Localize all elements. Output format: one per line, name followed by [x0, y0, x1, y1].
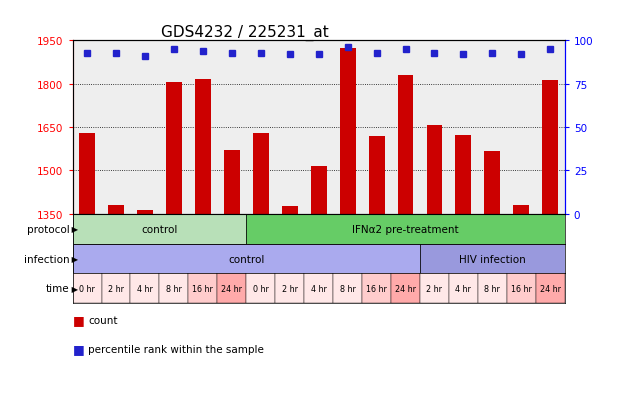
Text: protocol: protocol: [27, 224, 69, 234]
Bar: [391, 274, 420, 304]
Text: control: control: [141, 224, 177, 234]
Text: 0 hr: 0 hr: [253, 284, 269, 293]
Bar: [253, 133, 269, 214]
Text: control: control: [228, 254, 264, 264]
Text: 8 hr: 8 hr: [166, 284, 182, 293]
Bar: [333, 274, 362, 304]
Bar: [456, 136, 471, 214]
Text: ▶: ▶: [69, 284, 78, 293]
Bar: [542, 81, 558, 214]
Bar: [507, 274, 536, 304]
Bar: [310, 167, 327, 214]
Bar: [131, 274, 160, 304]
Bar: [339, 48, 356, 214]
Text: 16 hr: 16 hr: [366, 284, 387, 293]
Bar: [73, 244, 420, 274]
Text: 2 hr: 2 hr: [427, 284, 442, 293]
Bar: [485, 152, 500, 214]
Bar: [362, 274, 391, 304]
Text: 24 hr: 24 hr: [540, 284, 561, 293]
Text: GDS4232 / 225231_at: GDS4232 / 225231_at: [161, 25, 329, 41]
Bar: [73, 214, 246, 244]
Bar: [478, 274, 507, 304]
Bar: [189, 274, 217, 304]
Text: time: time: [46, 284, 69, 294]
Bar: [398, 75, 413, 214]
Text: 4 hr: 4 hr: [310, 284, 327, 293]
Bar: [137, 211, 153, 214]
Text: 24 hr: 24 hr: [221, 284, 242, 293]
Bar: [420, 244, 565, 274]
Text: 2 hr: 2 hr: [108, 284, 124, 293]
Bar: [281, 206, 298, 214]
Text: 16 hr: 16 hr: [511, 284, 532, 293]
Text: IFNα2 pre-treatment: IFNα2 pre-treatment: [352, 224, 459, 234]
Bar: [427, 126, 442, 214]
Bar: [73, 274, 102, 304]
Text: 4 hr: 4 hr: [137, 284, 153, 293]
Bar: [217, 274, 246, 304]
Bar: [79, 133, 95, 214]
Bar: [514, 205, 529, 214]
Text: ▶: ▶: [69, 254, 78, 263]
Text: 16 hr: 16 hr: [192, 284, 213, 293]
Bar: [224, 150, 240, 214]
Text: 0 hr: 0 hr: [79, 284, 95, 293]
Text: ■: ■: [73, 313, 88, 327]
Bar: [108, 205, 124, 214]
Text: percentile rank within the sample: percentile rank within the sample: [88, 344, 264, 354]
Text: 8 hr: 8 hr: [485, 284, 500, 293]
Bar: [304, 274, 333, 304]
Bar: [369, 137, 384, 214]
Text: ▶: ▶: [69, 225, 78, 234]
Bar: [102, 274, 131, 304]
Bar: [275, 274, 304, 304]
Text: 24 hr: 24 hr: [395, 284, 416, 293]
Text: HIV infection: HIV infection: [459, 254, 526, 264]
Text: count: count: [88, 315, 118, 325]
Bar: [195, 80, 211, 214]
Text: 8 hr: 8 hr: [339, 284, 355, 293]
Text: ■: ■: [73, 342, 88, 356]
Bar: [449, 274, 478, 304]
Bar: [246, 214, 565, 244]
Text: 4 hr: 4 hr: [456, 284, 471, 293]
Text: infection: infection: [24, 254, 69, 264]
Bar: [536, 274, 565, 304]
Bar: [166, 83, 182, 214]
Bar: [160, 274, 189, 304]
Bar: [420, 274, 449, 304]
Text: 2 hr: 2 hr: [281, 284, 298, 293]
Bar: [246, 274, 275, 304]
